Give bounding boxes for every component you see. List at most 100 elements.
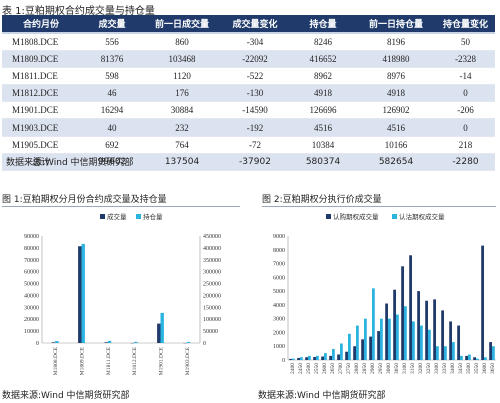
cell-contract: M1901.DCE	[2, 101, 80, 120]
x-tick-label: 3000	[386, 363, 392, 374]
x-tick-label: M1809.DCE	[80, 346, 86, 375]
strike-volume-chart: 认购期权成交量 认沽期权成交量 0 1000 2000 3000 4000 5000 6000 7…	[273, 212, 496, 374]
bar-call-volume	[425, 300, 428, 360]
bar-put-volume	[388, 318, 391, 360]
figure-1-divider	[2, 206, 240, 207]
cell-volume-change: -130	[220, 84, 290, 103]
x-tick-label: 2900	[370, 363, 376, 374]
bar-put-volume	[492, 346, 495, 360]
x-tick-label: M1808.DCE	[53, 346, 59, 375]
y-tick-label: 6000	[273, 275, 285, 281]
cell-contract: M1809.DCE	[2, 50, 80, 69]
bar-call-volume	[457, 325, 460, 360]
legend-swatch	[392, 214, 397, 219]
y-tick-label: 5000	[273, 289, 285, 295]
cell-prev-volume: 30884	[144, 101, 220, 120]
x-tick-label: 2650	[330, 363, 336, 374]
x-tick-label: M1811.DCE	[106, 346, 112, 375]
cell-oi-change: -14	[436, 67, 495, 86]
table-source-note: 数据来源:Wind 中信期货研究部	[6, 158, 134, 168]
cell-volume-change: -22092	[220, 50, 290, 69]
cell-volume-change: -192	[220, 118, 290, 137]
cell-open-interest: 4918	[290, 84, 356, 103]
bar-call-volume	[337, 354, 340, 360]
x-tick-label: 2950	[378, 363, 384, 374]
cell-contract: M1808.DCE	[2, 33, 80, 52]
bar-call-volume	[393, 289, 396, 360]
figure-1-source-note: 数据来源:Wind 中信期货研究部	[2, 391, 130, 401]
cell-volume-change: -14590	[220, 101, 290, 120]
cell-open-interest: 416652	[290, 50, 356, 69]
x-tick-label: 2750	[346, 363, 352, 374]
x-tick-label: 3350	[442, 363, 448, 374]
cell-prev-open-interest: 8976	[356, 67, 436, 86]
bar-call-volume	[305, 357, 308, 360]
bar-call-volume	[473, 357, 476, 360]
bar-open-interest	[160, 312, 164, 343]
bar-call-volume	[321, 356, 324, 360]
y-tick-label: 2000	[273, 330, 285, 336]
cell-open-interest: 4516	[290, 118, 356, 137]
y-tick-label-right: 400000	[203, 246, 221, 252]
y-tick-label-left: 80000	[24, 246, 39, 252]
x-tick-label: 3450	[458, 363, 464, 374]
cell-prev-open-interest: 4516	[356, 118, 436, 137]
bar-volume	[51, 342, 56, 343]
x-tick-label: 2500	[306, 363, 312, 374]
cell-prev-open-interest: 126902	[356, 101, 436, 120]
bar-open-interest	[55, 341, 59, 343]
x-tick-label: 2450	[298, 363, 304, 374]
header-contract-month: 合约月份	[2, 15, 80, 34]
x-tick-label: 2600	[322, 363, 328, 374]
cell-oi-change: 50	[436, 33, 495, 52]
figure-2-source-note: 数据来源:Wind 中信期货研究部	[258, 391, 386, 401]
table-row: M1809.DCE 81376 103468 -22092 416652 418…	[2, 50, 495, 69]
legend-swatch	[326, 214, 331, 219]
cell-oi-change: -2328	[436, 50, 495, 69]
cell-contract: M1811.DCE	[2, 67, 80, 86]
bar-call-volume	[433, 299, 436, 360]
legend-label: 持仓量	[143, 212, 163, 221]
table-header-row: 合约月份 成交量 前一日成交量 成交量变化 持仓量 前一日持仓量 持仓量变化	[2, 15, 495, 34]
header-oi-change: 持仓量变化	[436, 15, 495, 34]
legend-swatch	[136, 214, 141, 219]
cell-prev-open-interest: 10166	[356, 136, 436, 154]
y-tick-label: 0	[282, 358, 285, 364]
bar-put-volume	[484, 357, 487, 360]
bar-call-volume	[377, 331, 380, 360]
cell-prev-open-interest: 582654	[356, 153, 436, 171]
bar-put-volume	[340, 343, 343, 360]
bar-put-volume	[476, 358, 479, 360]
cell-volume: 40	[80, 118, 144, 137]
y-tick-label: 4000	[273, 303, 285, 309]
monthly-volume-oi-chart: 成交量 持仓量 0 10000 20000 30000 40000 50000 60000 700…	[24, 212, 221, 375]
cell-volume-change: -522	[220, 67, 290, 86]
cell-contract: M1905.DCE	[2, 136, 80, 154]
legend-swatch	[100, 214, 105, 219]
y-tick-label-left: 0	[36, 341, 39, 347]
x-tick-label: 2400	[290, 363, 296, 374]
x-tick-label: M1903.DCE	[185, 346, 191, 375]
cell-open-interest: 8962	[290, 67, 356, 86]
cell-prev-volume: 764	[144, 136, 220, 154]
y-tick-label-right: 300000	[203, 270, 221, 276]
cell-volume-change: -37902	[220, 153, 290, 171]
legend-label: 认沽期权成交量	[399, 212, 445, 221]
bar-volume	[157, 323, 161, 343]
y-tick-label-right: 0	[203, 341, 206, 347]
figure-1-title: 图 1:豆粕期权分月份合约成交量及持仓量	[2, 195, 167, 205]
table-caption: 表 1:豆粕期权合约成交量与持仓量	[2, 6, 155, 17]
y-tick-label-right: 200000	[203, 293, 221, 299]
bar-call-volume	[369, 336, 372, 360]
bar-call-volume	[297, 357, 300, 360]
bar-call-volume	[449, 321, 452, 360]
y-tick-label-right: 50000	[203, 329, 218, 335]
cell-prev-volume: 1120	[144, 67, 220, 86]
legend-label: 成交量	[107, 212, 127, 221]
bar-put-volume	[348, 333, 351, 360]
cell-volume: 99602	[80, 153, 144, 171]
bar-call-volume	[441, 310, 444, 360]
cell-contract: M1812.DCE	[2, 84, 80, 103]
cell-oi-change: -206	[436, 101, 495, 120]
header-prev-volume: 前一日成交量	[144, 15, 220, 34]
